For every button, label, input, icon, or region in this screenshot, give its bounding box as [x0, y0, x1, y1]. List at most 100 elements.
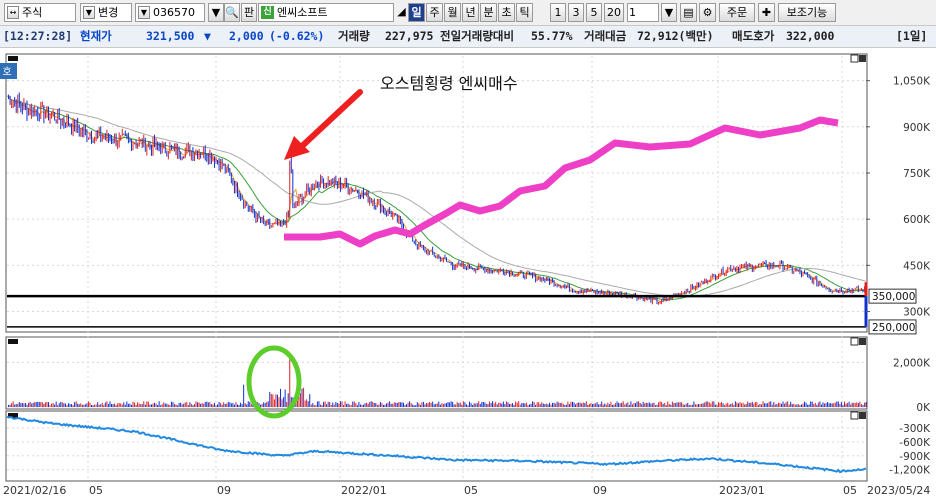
side-tab-icon[interactable] — [0, 63, 17, 79]
stock-code-input[interactable]: ▼ 036570 — [135, 3, 205, 22]
prev-volume-ratio: 55.77% — [531, 29, 573, 43]
add-indicator-button[interactable]: ✚ — [758, 3, 775, 22]
current-price: 321,500 — [146, 29, 195, 43]
aux-function-button[interactable]: 보조기능 — [778, 3, 836, 22]
chart-annotation: 오스템횡령 엔씨매수 — [380, 74, 518, 93]
period-tag: [1일] — [896, 29, 928, 43]
y-tick-label: 450K — [903, 260, 931, 272]
panel-menu-icon[interactable] — [8, 339, 18, 344]
chevron-down-icon: ▼ — [664, 6, 674, 19]
quote-time: [12:27:28] — [3, 29, 73, 43]
interval-3-button[interactable]: 3 — [568, 3, 584, 22]
restore-icon[interactable] — [850, 337, 859, 346]
x-tick-label: 2023/05/24 — [867, 484, 930, 497]
ask-label: 매도호가 — [732, 29, 775, 43]
volume-label: 거래량 — [338, 29, 370, 43]
period-week-tab[interactable]: 주 — [426, 3, 443, 22]
x-tick-label: 2021/02/16 — [3, 484, 66, 497]
floppy-disk-icon: ▤ — [683, 6, 694, 19]
amount-label: 거래대금 — [584, 29, 627, 43]
new-badge: 신 — [261, 6, 274, 19]
ask-price: 322,000 — [786, 29, 835, 43]
settings-button[interactable]: ⚙ — [699, 3, 716, 22]
order-button[interactable]: 주문 — [719, 3, 755, 22]
y-tick-label: 300K — [903, 307, 931, 319]
price-change: 2,000 — [229, 29, 264, 43]
obv-panel — [5, 410, 868, 482]
y-tick-label: -300K — [899, 423, 931, 435]
period-minute-tab[interactable]: 분 — [480, 3, 497, 22]
period-month-tab[interactable]: 월 — [444, 3, 461, 22]
stock-name-field[interactable]: 신 엔씨소프트 — [258, 3, 394, 22]
period-second-tab[interactable]: 초 — [498, 3, 515, 22]
y-tick-label: 0K — [916, 402, 931, 414]
x-tick-label: 09 — [593, 484, 607, 497]
prev-volume-ratio-label: 전일거래량대비 — [440, 29, 515, 43]
down-arrow-icon: ▼ — [204, 29, 211, 43]
period-day-tab[interactable]: 일 — [408, 3, 425, 22]
y-tick-label: -900K — [899, 451, 931, 463]
save-button[interactable]: ▤ — [680, 3, 697, 22]
level-label-box — [868, 319, 917, 335]
obv-series: -300K -600K -900K -1,200K — [6, 415, 931, 477]
code-dropdown-button[interactable]: ▼ — [208, 3, 224, 22]
price-change-pct: (-0.62%) — [269, 29, 325, 43]
volume-highlight-ring — [246, 345, 302, 419]
restore-icon[interactable] — [850, 411, 859, 420]
y-tick-label: -1,200K — [889, 465, 931, 477]
date-x-axis: 2021/02/16 05 09 2022/01 05 09 2023/01 05 2023/0… — [3, 484, 930, 497]
arrow-left-right-icon: ↔ — [7, 6, 19, 19]
x-tick-label: 05 — [89, 484, 103, 497]
count-input[interactable]: 1 — [627, 3, 659, 22]
chevron-down-icon: ▼ — [138, 6, 150, 19]
mode-select[interactable]: ▼ 변경 — [80, 3, 132, 22]
price-y-axis: 1,050K 900K 750K 600K 450K 300K — [866, 76, 931, 319]
x-tick-label: 09 — [217, 484, 231, 497]
close-icon[interactable] — [859, 412, 866, 419]
level-label: 250,000 — [872, 322, 915, 334]
level-label: 350,000 — [872, 291, 915, 303]
stock-chart[interactable]: 호 350,000 250,000 1,050K 900K 750K 600K 450K 3… — [0, 48, 936, 498]
y-tick-label: 900K — [903, 122, 931, 134]
side-tab-label-icon: 호 — [3, 66, 12, 78]
chevron-down-icon: ▼ — [211, 6, 221, 19]
price-panel — [5, 53, 868, 333]
market-select[interactable]: ↔ 주식 — [4, 3, 76, 22]
plus-icon: ✚ — [761, 6, 772, 19]
interval-5-button[interactable]: 5 — [586, 3, 602, 22]
close-icon[interactable] — [859, 338, 866, 345]
period-tick-tab[interactable]: 틱 — [516, 3, 533, 22]
obv-line — [6, 415, 867, 474]
chevron-down-icon: ▼ — [83, 6, 95, 19]
search-button[interactable]: 🔍 — [224, 3, 240, 22]
x-tick-label: 2023/01 — [719, 484, 765, 497]
y-tick-label: -600K — [899, 437, 931, 449]
x-tick-label: 05 — [843, 484, 857, 497]
x-tick-label: 2022/01 — [341, 484, 387, 497]
period-year-tab[interactable]: 년 — [462, 3, 479, 22]
volume-panel — [5, 336, 868, 410]
search-icon: 🔍 — [225, 6, 239, 19]
x-tick-label: 05 — [464, 484, 478, 497]
resize-grip-icon: ◢ — [397, 5, 406, 18]
overlay-line-path — [284, 116, 839, 248]
y-tick-label: 750K — [903, 168, 931, 180]
close-icon[interactable] — [859, 55, 866, 62]
chart-toolbar: ↔ 주식 ▼ 변경 ▼ 036570 ▼ 🔍 판 신 엔씨소프트 ◢ 일 주 월 년 분… — [0, 0, 936, 26]
overlay-line — [284, 116, 839, 248]
interval-20-button[interactable]: 20 — [604, 3, 624, 22]
restore-icon[interactable] — [850, 54, 859, 63]
panel-menu-icon[interactable] — [8, 413, 18, 418]
price-label: 현재가 — [80, 29, 112, 43]
interval-1-button[interactable]: 1 — [550, 3, 566, 22]
y-tick-label: 600K — [903, 214, 931, 226]
pan-button[interactable]: 판 — [241, 3, 257, 22]
panel-menu-icon[interactable] — [8, 56, 18, 61]
level-label-box — [868, 288, 917, 304]
count-dropdown-button[interactable]: ▼ — [661, 3, 677, 22]
amount-value: 72,912(백만) — [637, 29, 714, 43]
volume-value: 227,975 — [385, 29, 434, 43]
gear-icon: ⚙ — [702, 6, 713, 19]
y-tick-label: 2,000K — [893, 357, 931, 369]
quote-bar: [12:27:28] 현재가 321,500 ▼ 2,000 (-0.62%) … — [0, 26, 936, 48]
